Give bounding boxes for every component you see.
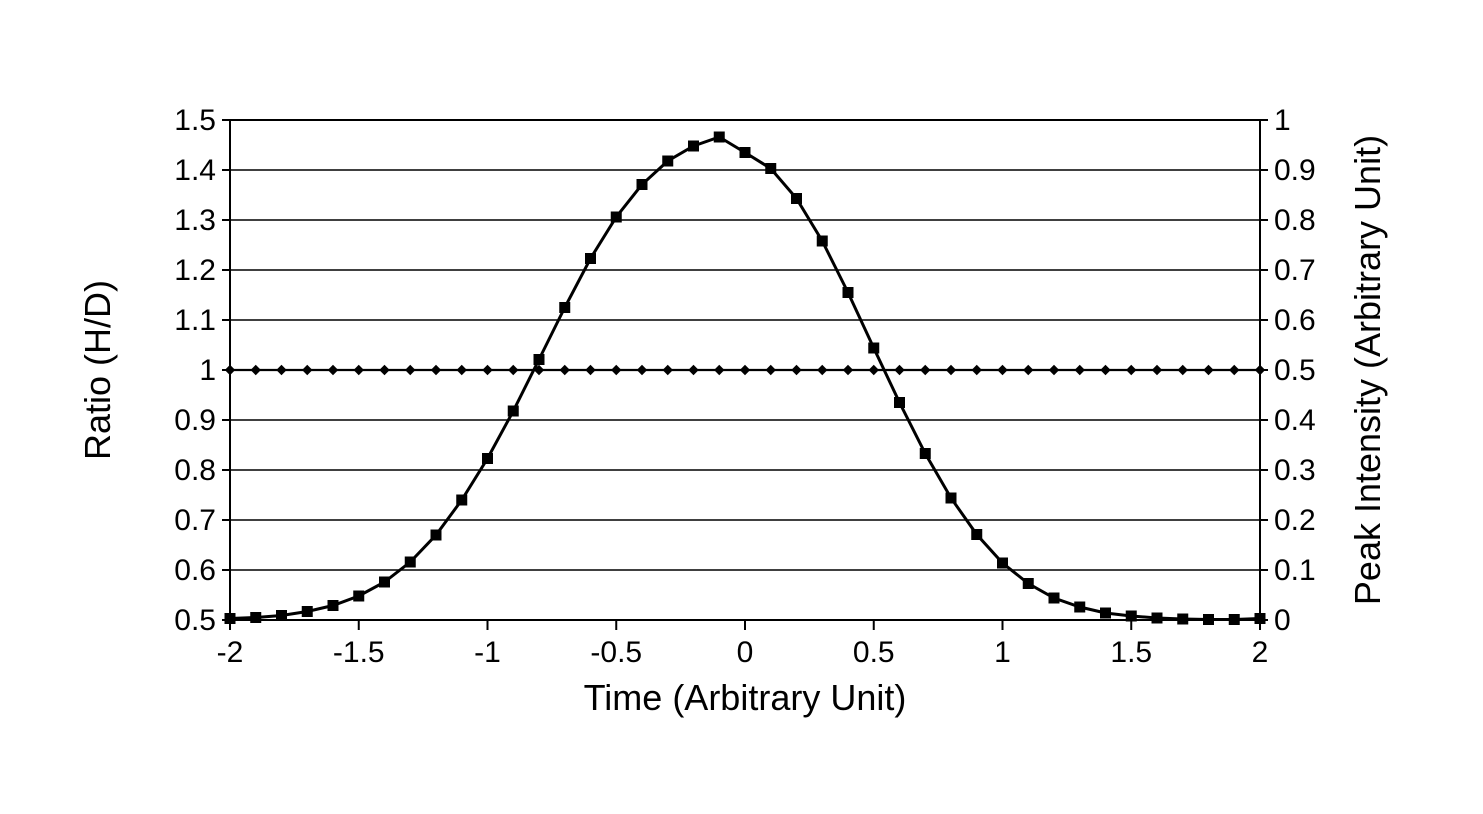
marker-square	[534, 355, 544, 365]
marker-square	[1255, 614, 1265, 624]
marker-square	[328, 601, 338, 611]
marker-square	[1178, 614, 1188, 624]
marker-square	[740, 148, 750, 158]
marker-square	[920, 449, 930, 459]
marker-square	[946, 493, 956, 503]
y-right-tick-label: 0	[1274, 604, 1291, 637]
x-tick-label: 1	[994, 636, 1011, 669]
marker-square	[869, 343, 879, 353]
marker-square	[1101, 608, 1111, 618]
y-left-tick-label: 0.5	[174, 604, 216, 637]
marker-square	[508, 406, 518, 416]
marker-square	[817, 236, 827, 246]
marker-square	[895, 398, 905, 408]
y-right-tick-label: 0.5	[1274, 354, 1316, 387]
marker-square	[251, 613, 261, 623]
marker-square	[483, 454, 493, 464]
y-right-tick-label: 0.2	[1274, 504, 1316, 537]
marker-square	[1126, 611, 1136, 621]
marker-square	[663, 156, 673, 166]
marker-square	[560, 303, 570, 313]
y-left-tick-label: 0.9	[174, 404, 216, 437]
y-right-tick-label: 0.1	[1274, 554, 1316, 587]
dual-axis-chart: -2 -1.5 -1 -0.5 0 0.5 1 1.5 2 Time (Arbitrary Uni…	[0, 0, 1483, 814]
marker-square	[1229, 615, 1239, 625]
marker-square	[843, 288, 853, 298]
marker-square	[405, 557, 415, 567]
marker-square	[714, 132, 724, 142]
marker-square	[1075, 602, 1085, 612]
marker-square	[354, 591, 364, 601]
y-left-tick-label: 1.3	[174, 204, 216, 237]
marker-square	[277, 611, 287, 621]
x-axis-label: Time (Arbitrary Unit)	[584, 677, 907, 718]
y-right-tick-label: 1	[1274, 104, 1291, 137]
y-left-tick-label: 1.4	[174, 154, 216, 187]
x-tick-label: -1	[474, 636, 501, 669]
marker-square	[637, 180, 647, 190]
y-left-tick-label: 1.1	[174, 304, 216, 337]
y-left-axis-label: Ratio (H/D)	[77, 280, 118, 460]
marker-square	[302, 607, 312, 617]
y-left-tick-label: 1.5	[174, 104, 216, 137]
marker-square	[766, 164, 776, 174]
marker-square	[431, 530, 441, 540]
y-right-tick-label: 0.8	[1274, 204, 1316, 237]
y-left-tick-label: 0.8	[174, 454, 216, 487]
y-left-tick-label: 1.2	[174, 254, 216, 287]
marker-square	[380, 577, 390, 587]
y-right-tick-label: 0.7	[1274, 254, 1316, 287]
marker-square	[225, 614, 235, 624]
marker-square	[611, 212, 621, 222]
y-right-tick-label: 0.6	[1274, 304, 1316, 337]
x-tick-label: -0.5	[590, 636, 642, 669]
marker-square	[972, 530, 982, 540]
y-right-axis-label: Peak Intensity (Arbitrary Unit)	[1347, 135, 1388, 605]
y-left-tick-label: 0.6	[174, 554, 216, 587]
x-tick-label: 0.5	[853, 636, 895, 669]
y-left-tick-label: 0.7	[174, 504, 216, 537]
marker-square	[1023, 579, 1033, 589]
marker-square	[1152, 613, 1162, 623]
x-tick-label: -2	[217, 636, 244, 669]
marker-square	[457, 495, 467, 505]
marker-square	[1204, 615, 1214, 625]
marker-square	[998, 558, 1008, 568]
y-right-tick-label: 0.9	[1274, 154, 1316, 187]
x-tick-label: 2	[1252, 636, 1269, 669]
marker-square	[1049, 593, 1059, 603]
x-tick-label: 1.5	[1110, 636, 1152, 669]
y-right-tick-label: 0.4	[1274, 404, 1316, 437]
marker-square	[689, 141, 699, 151]
x-tick-label: 0	[737, 636, 754, 669]
marker-square	[586, 254, 596, 264]
marker-square	[792, 194, 802, 204]
y-left-tick-label: 1	[199, 354, 216, 387]
x-tick-label: -1.5	[333, 636, 385, 669]
y-right-tick-label: 0.3	[1274, 454, 1316, 487]
